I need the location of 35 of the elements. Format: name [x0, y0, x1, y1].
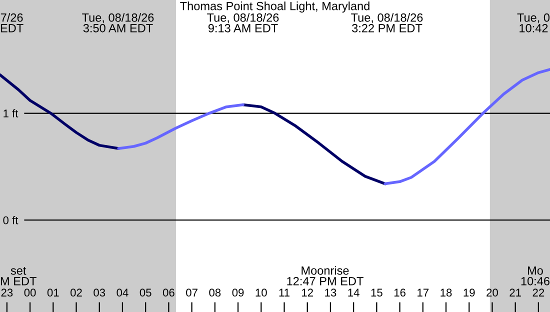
x-tick-label: 19 — [464, 288, 475, 297]
x-tick-label: 22 — [532, 288, 544, 296]
x-tick-label: 18 — [440, 288, 452, 297]
annotation: Tue, 0 10:42 — [517, 13, 550, 32]
annotation: Tue, 08/18/26 3:50 AM EDT — [82, 13, 154, 32]
annotation: set M EDT — [0, 267, 36, 286]
x-tick-label: 03 — [94, 288, 106, 297]
x-tick-label: 02 — [70, 288, 82, 297]
chart-title: Thomas Point Shoal Light, Maryland — [180, 2, 370, 13]
x-tick-label: 00 — [24, 288, 36, 297]
x-tick-label: 07 — [186, 288, 198, 297]
annotation: 7/26 EDT — [0, 13, 24, 32]
x-tick-label: 13 — [325, 288, 336, 297]
y-tick-label: 1 ft — [4, 109, 18, 118]
x-tick-label: 06 — [162, 288, 174, 297]
x-tick-label: 21 — [510, 288, 521, 296]
x-tick-label: 14 — [348, 288, 360, 296]
x-tick-label: 04 — [116, 288, 128, 297]
annotation: Mo 10:46 — [521, 266, 550, 286]
x-tick-label: 17 — [418, 288, 429, 296]
annotation: Moonrise 12:47 PM EDT — [287, 266, 364, 286]
x-tick-label: 15 — [371, 288, 382, 297]
x-tick-label: 01 — [47, 288, 59, 297]
annotation: Tue, 08/18/26 9:13 AM EDT — [207, 13, 279, 32]
x-tick-label: 09 — [232, 288, 244, 297]
x-tick-label: 08 — [209, 288, 221, 297]
x-tick-label: 23 — [1, 288, 13, 297]
y-tick-label: 0 ft — [3, 216, 18, 224]
annotation: Tue, 08/18/26 3:22 PM EDT — [351, 13, 423, 32]
x-tick-label: 12 — [302, 288, 313, 296]
x-tick-label: 05 — [140, 288, 152, 297]
x-tick-label: 20 — [486, 288, 498, 297]
x-tick-label: 11 — [279, 288, 290, 296]
x-tick-label: 10 — [256, 288, 267, 297]
x-tick-label: 16 — [394, 288, 406, 297]
